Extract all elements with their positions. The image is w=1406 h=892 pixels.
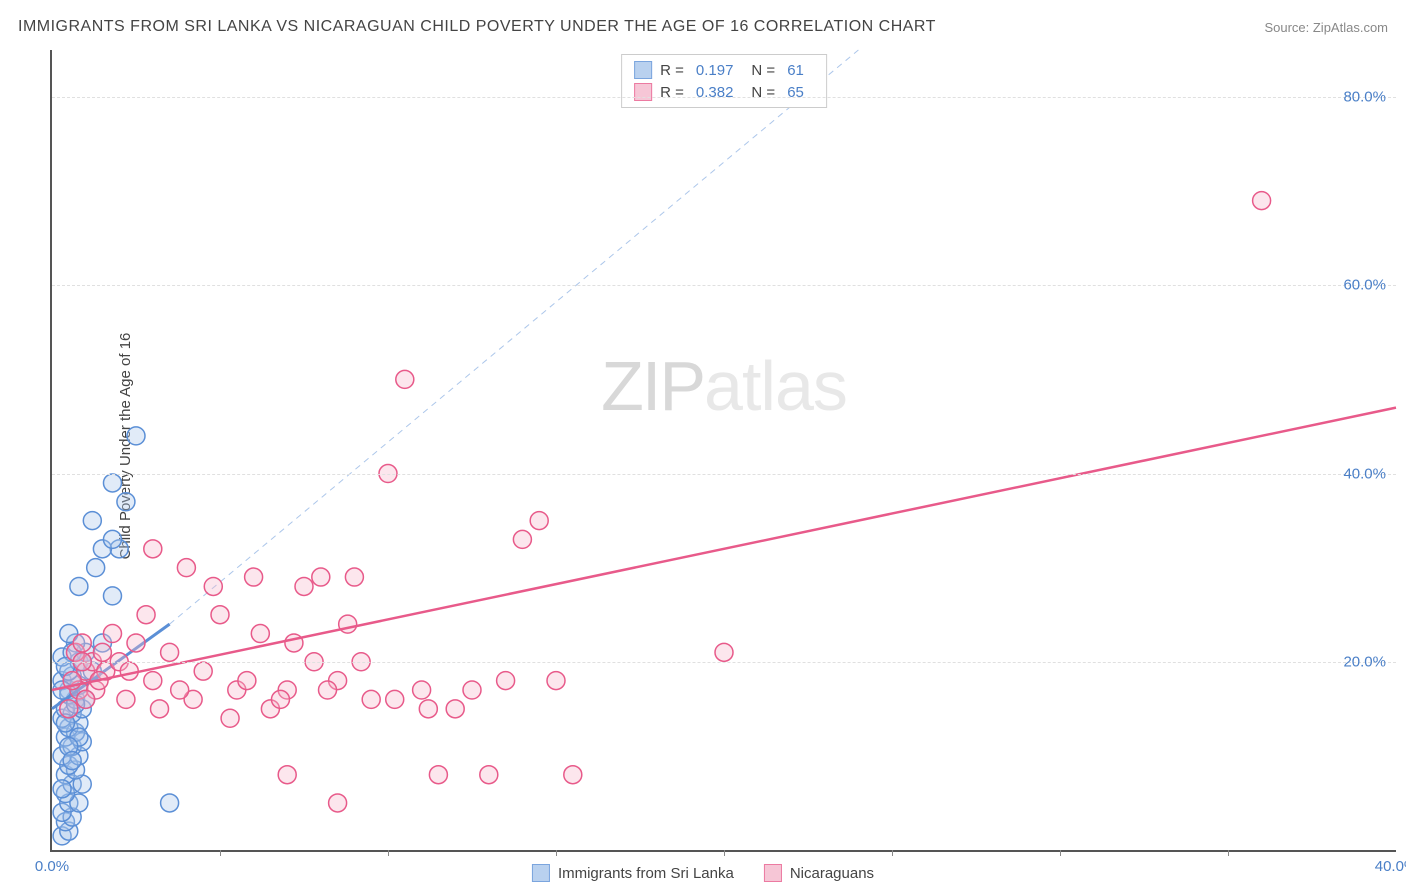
data-point (362, 690, 380, 708)
data-point (103, 587, 121, 605)
data-point (419, 700, 437, 718)
n-label: N = (751, 62, 775, 79)
y-tick-label: 80.0% (1343, 89, 1386, 106)
x-tick-mark (220, 850, 221, 856)
x-tick-label: 40.0% (1375, 858, 1406, 875)
chart-plot-area: ZIPatlas R =0.197N =61R =0.382N =65 20.0… (50, 50, 1396, 852)
data-point (103, 474, 121, 492)
data-point (463, 681, 481, 699)
chart-header: IMMIGRANTS FROM SRI LANKA VS NICARAGUAN … (18, 18, 1388, 36)
data-point (295, 577, 313, 595)
data-point (73, 634, 91, 652)
x-tick-mark (892, 850, 893, 856)
data-point (194, 662, 212, 680)
gridline (52, 662, 1396, 663)
x-tick-mark (388, 850, 389, 856)
data-point (245, 568, 263, 586)
data-point (386, 690, 404, 708)
data-point (63, 752, 81, 770)
data-point (171, 681, 189, 699)
data-point (396, 370, 414, 388)
x-tick-mark (1060, 850, 1061, 856)
data-point (251, 625, 269, 643)
data-point (161, 643, 179, 661)
data-point (329, 794, 347, 812)
data-point (211, 606, 229, 624)
data-point (151, 700, 169, 718)
data-point (117, 493, 135, 511)
legend-swatch (634, 83, 652, 101)
data-point (53, 780, 71, 798)
data-point (127, 634, 145, 652)
data-point (480, 766, 498, 784)
data-point (137, 606, 155, 624)
data-point (429, 766, 447, 784)
x-tick-mark (1228, 850, 1229, 856)
data-point (446, 700, 464, 718)
scatter-plot-svg (52, 50, 1396, 850)
y-tick-label: 40.0% (1343, 465, 1386, 482)
legend-swatch (532, 864, 550, 882)
x-tick-mark (556, 850, 557, 856)
n-value: 61 (787, 62, 804, 79)
correlation-legend-row: R =0.382N =65 (634, 81, 814, 103)
r-label: R = (660, 62, 684, 79)
data-point (144, 672, 162, 690)
source-attribution: Source: ZipAtlas.com (1264, 20, 1388, 35)
correlation-legend: R = 0.197 N = 61 R =0.382N =65 (621, 54, 827, 108)
data-point (103, 530, 121, 548)
data-point (319, 681, 337, 699)
data-point (513, 530, 531, 548)
y-tick-label: 20.0% (1343, 653, 1386, 670)
data-point (312, 568, 330, 586)
data-point (87, 559, 105, 577)
x-tick-label: 0.0% (35, 858, 69, 875)
data-point (1253, 192, 1271, 210)
data-point (177, 559, 195, 577)
data-point (547, 672, 565, 690)
data-point (530, 512, 548, 530)
r-value: 0.197 (696, 62, 734, 79)
correlation-legend-row: R = 0.197 N = 61 (634, 59, 814, 81)
gridline (52, 474, 1396, 475)
gridline (52, 97, 1396, 98)
data-point (413, 681, 431, 699)
data-point (77, 690, 95, 708)
data-point (271, 690, 289, 708)
data-point (127, 427, 145, 445)
data-point (70, 577, 88, 595)
data-point (564, 766, 582, 784)
data-point (345, 568, 363, 586)
series-legend: Immigrants from Sri Lanka Nicaraguans (532, 864, 874, 882)
data-point (278, 766, 296, 784)
data-point (103, 625, 121, 643)
y-tick-label: 60.0% (1343, 277, 1386, 294)
legend-swatch (634, 61, 652, 79)
data-point (83, 512, 101, 530)
gridline (52, 285, 1396, 286)
data-point (117, 690, 135, 708)
legend-swatch (764, 864, 782, 882)
series-legend-item: Nicaraguans (764, 864, 874, 882)
data-point (221, 709, 239, 727)
data-point (161, 794, 179, 812)
data-point (238, 672, 256, 690)
data-point (204, 577, 222, 595)
data-point (715, 643, 733, 661)
series-legend-label: Immigrants from Sri Lanka (558, 865, 734, 882)
series-legend-label: Nicaraguans (790, 865, 874, 882)
data-point (497, 672, 515, 690)
x-tick-mark (724, 850, 725, 856)
data-point (60, 700, 78, 718)
data-point (144, 540, 162, 558)
data-point (93, 643, 111, 661)
chart-title: IMMIGRANTS FROM SRI LANKA VS NICARAGUAN … (18, 18, 936, 36)
series-legend-item: Immigrants from Sri Lanka (532, 864, 734, 882)
